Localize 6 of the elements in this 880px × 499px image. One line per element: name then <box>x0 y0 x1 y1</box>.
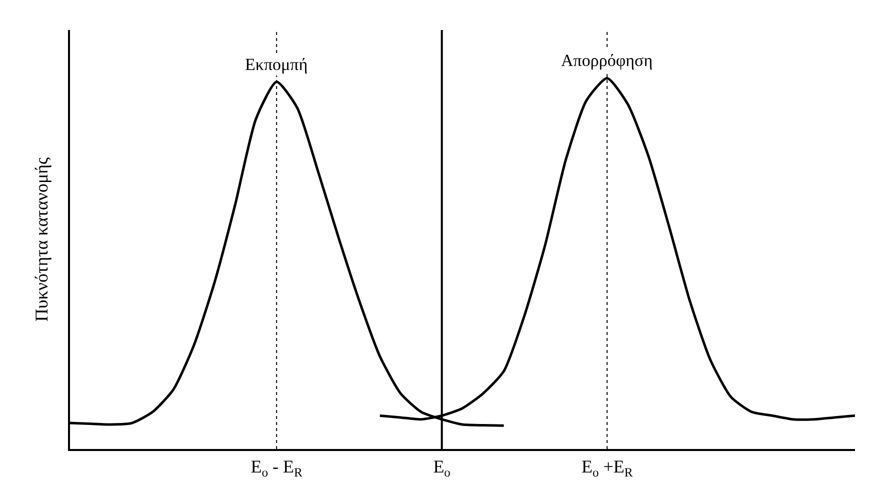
series-label: Απορρόφηση <box>561 51 653 70</box>
series-label: Εκπομπή <box>245 55 308 74</box>
x-tick-label: E$_{o}$ +E$_{R}$ <box>581 456 634 480</box>
x-tick-label: E$_{o}$ - E$_{R}$ <box>250 456 304 480</box>
x-tick-label: E$_{o}$ <box>433 456 450 480</box>
y-axis-title: Πυκνότητα κατανομής <box>32 157 52 322</box>
